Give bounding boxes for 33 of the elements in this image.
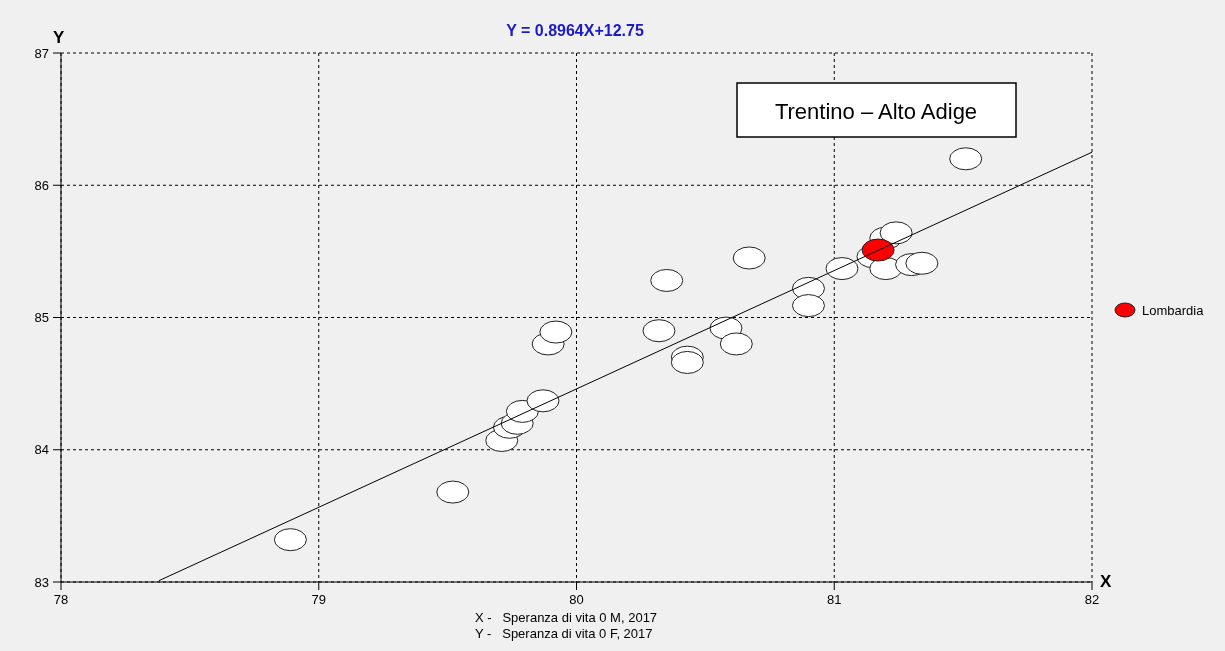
x-tick-label: 78	[53, 592, 69, 607]
point	[879, 221, 913, 245]
point	[436, 480, 470, 504]
point	[861, 238, 895, 262]
x-tick-label: 82	[1084, 592, 1100, 607]
point	[719, 332, 753, 356]
legend-label: Lombardia	[1142, 302, 1205, 318]
y-tick-label: 87	[34, 45, 49, 61]
y-tick-label: 83	[34, 574, 49, 590]
point	[791, 294, 825, 318]
text: X - Speranza di vita 0 M, 2017	[475, 610, 658, 625]
x-axis-title: X	[1100, 572, 1112, 591]
point	[825, 257, 859, 281]
point	[650, 268, 684, 292]
point	[732, 246, 766, 270]
y-tick-label: 85	[34, 310, 49, 326]
y-tick-label: 86	[34, 177, 49, 193]
label-box: Trentino – Alto Adige	[736, 82, 1017, 138]
point	[642, 319, 676, 343]
point	[273, 528, 307, 552]
x-tick-label: 80	[569, 592, 584, 607]
x-tick-label: 79	[311, 592, 326, 607]
x-tick-label: 81	[827, 592, 842, 607]
point	[905, 251, 939, 275]
point	[670, 350, 704, 374]
point	[526, 389, 560, 413]
text: Y - Speranza di vita 0 F, 2017	[475, 626, 653, 641]
y-axis-title: Y	[53, 28, 65, 47]
point	[539, 320, 573, 344]
point	[949, 147, 983, 171]
annotation: Trentino – Alto Adige	[774, 98, 978, 124]
y-tick-label: 84	[34, 442, 49, 458]
chart-title: Y = 0.8964X+12.75	[506, 22, 644, 39]
